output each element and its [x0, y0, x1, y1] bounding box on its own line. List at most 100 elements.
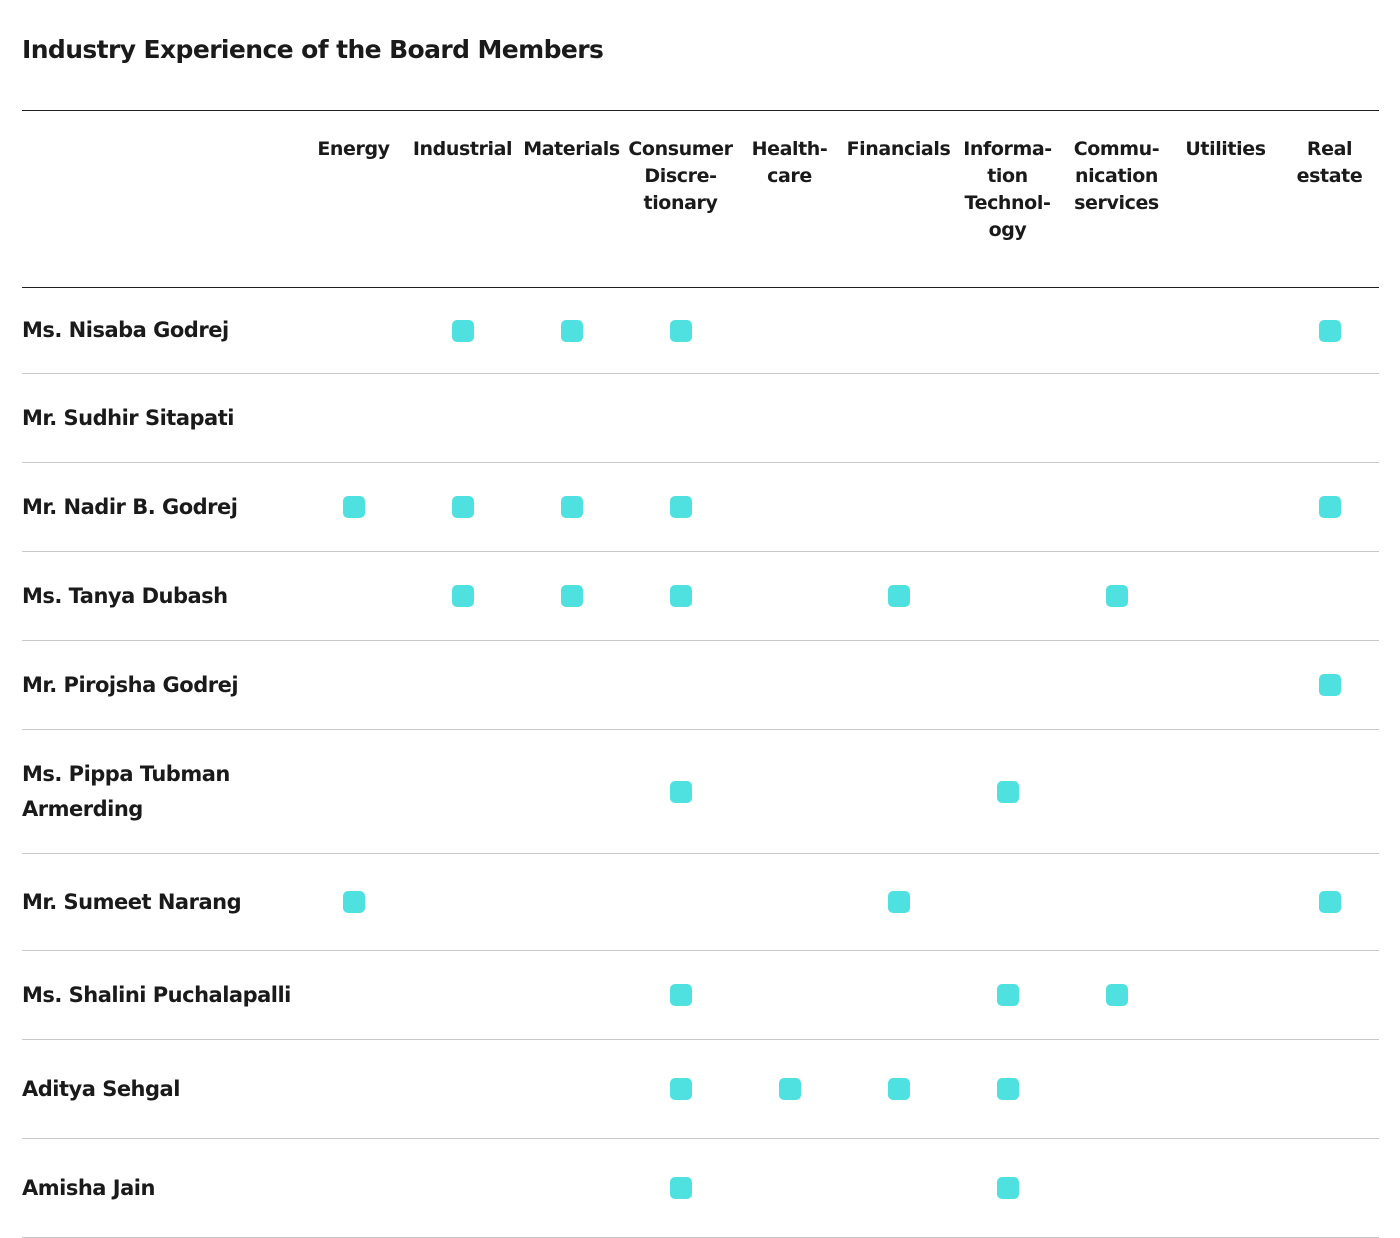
- member-name: Aditya Sehgal: [22, 1076, 180, 1101]
- experience-cell-energy: [299, 374, 408, 463]
- experience-cell-utilities: [1171, 641, 1280, 730]
- experience-marker-icon: [342, 496, 365, 518]
- experience-marker-icon: [1318, 891, 1341, 913]
- experience-cell-financials: [844, 288, 953, 374]
- experience-cell-real-estate: [1280, 288, 1379, 374]
- experience-cell-consumer-discre-tionary: [626, 288, 735, 374]
- column-header-industrial: Industrial: [408, 111, 517, 288]
- experience-cell-real-estate: [1280, 1040, 1379, 1139]
- matrix-body: Ms. Nisaba Godrej Mr. Sudhir Sitapati Mr. …: [22, 288, 1379, 1238]
- experience-marker-icon: [669, 319, 692, 342]
- column-header-real-estate: Real estate: [1280, 111, 1379, 288]
- column-header-label: care: [767, 165, 812, 187]
- column-header-label: Industrial: [412, 138, 513, 160]
- experience-cell-real-estate: [1280, 1139, 1379, 1238]
- experience-cell-commu-nication-services: [1062, 1139, 1171, 1238]
- experience-cell-financials: [844, 730, 953, 854]
- experience-cell-industrial: [408, 1139, 517, 1238]
- column-header-commu-nication-services: Commu-nication services: [1062, 111, 1171, 288]
- experience-cell-financials: [844, 641, 953, 730]
- experience-cell-informa-tion-technol-ogy: [953, 854, 1062, 951]
- column-header-label: tionary: [643, 192, 718, 214]
- experience-cell-health-care: [735, 1139, 844, 1238]
- experience-cell-commu-nication-services: [1062, 951, 1171, 1040]
- column-header-label: Utilities: [1185, 138, 1266, 160]
- experience-cell-consumer-discre-tionary: [626, 730, 735, 854]
- experience-cell-commu-nication-services: [1062, 552, 1171, 641]
- member-name: Ms. Nisaba Godrej: [22, 318, 229, 342]
- experience-cell-utilities: [1171, 854, 1280, 951]
- member-name: Mr. Sumeet Narang: [22, 889, 242, 914]
- experience-marker-icon: [1105, 984, 1128, 1006]
- column-header-consumer-discre-tionary: Consumer Discre-tionary: [626, 111, 735, 288]
- experience-cell-health-care: [735, 374, 844, 463]
- experience-marker-icon: [1318, 674, 1341, 696]
- column-header-label: estate: [1296, 165, 1363, 187]
- experience-cell-industrial: [408, 641, 517, 730]
- column-header-label: Technol-: [964, 192, 1051, 214]
- experience-cell-financials: [844, 552, 953, 641]
- experience-cell-energy: [299, 552, 408, 641]
- experience-cell-health-care: [735, 730, 844, 854]
- experience-cell-industrial: [408, 951, 517, 1040]
- experience-marker-icon: [342, 891, 365, 913]
- experience-cell-industrial: [408, 374, 517, 463]
- experience-cell-industrial: [408, 1040, 517, 1139]
- experience-cell-health-care: [735, 951, 844, 1040]
- experience-cell-consumer-discre-tionary: [626, 1040, 735, 1139]
- experience-cell-informa-tion-technol-ogy: [953, 951, 1062, 1040]
- member-name: Ms. Pippa Tubman Armerding: [22, 761, 230, 821]
- table-row: Aditya Sehgal: [22, 1040, 1379, 1139]
- experience-cell-consumer-discre-tionary: [626, 374, 735, 463]
- experience-cell-materials: [517, 1139, 626, 1238]
- column-header-label: Energy: [317, 138, 390, 160]
- experience-marker-icon: [887, 1078, 910, 1100]
- table-row: Amisha Jain: [22, 1139, 1379, 1238]
- table-row: Mr. Pirojsha Godrej: [22, 641, 1379, 730]
- experience-cell-utilities: [1171, 1040, 1280, 1139]
- experience-marker-icon: [887, 891, 910, 913]
- experience-cell-materials: [517, 951, 626, 1040]
- experience-cell-financials: [844, 1040, 953, 1139]
- experience-cell-utilities: [1171, 730, 1280, 854]
- experience-cell-real-estate: [1280, 463, 1379, 552]
- experience-cell-informa-tion-technol-ogy: [953, 1040, 1062, 1139]
- experience-cell-commu-nication-services: [1062, 374, 1171, 463]
- table-row: Mr. Sumeet Narang: [22, 854, 1379, 951]
- experience-cell-energy: [299, 854, 408, 951]
- column-header-label: Financials: [846, 138, 951, 160]
- experience-cell-energy: [299, 288, 408, 374]
- experience-cell-health-care: [735, 1040, 844, 1139]
- table-row: Ms. Nisaba Godrej: [22, 288, 1379, 374]
- column-header-label: services: [1074, 192, 1159, 214]
- column-header-label: nication: [1074, 165, 1159, 187]
- experience-cell-materials: [517, 374, 626, 463]
- experience-cell-industrial: [408, 463, 517, 552]
- experience-cell-materials: [517, 552, 626, 641]
- table-row: Mr. Nadir B. Godrej: [22, 463, 1379, 552]
- experience-marker-icon: [1105, 585, 1128, 607]
- experience-cell-health-care: [735, 288, 844, 374]
- experience-marker-icon: [560, 319, 583, 342]
- column-header-label: ogy: [988, 219, 1027, 241]
- experience-marker-icon: [996, 1078, 1019, 1100]
- experience-cell-commu-nication-services: [1062, 641, 1171, 730]
- experience-marker-icon: [778, 1078, 801, 1100]
- experience-cell-industrial: [408, 552, 517, 641]
- experience-cell-informa-tion-technol-ogy: [953, 552, 1062, 641]
- experience-cell-financials: [844, 1139, 953, 1238]
- experience-cell-financials: [844, 854, 953, 951]
- experience-cell-consumer-discre-tionary: [626, 1139, 735, 1238]
- experience-cell-materials: [517, 1040, 626, 1139]
- experience-cell-consumer-discre-tionary: [626, 854, 735, 951]
- experience-cell-utilities: [1171, 288, 1280, 374]
- experience-cell-materials: [517, 288, 626, 374]
- member-name: Mr. Nadir B. Godrej: [22, 494, 238, 519]
- experience-cell-real-estate: [1280, 552, 1379, 641]
- experience-marker-icon: [887, 585, 910, 607]
- experience-marker-icon: [1318, 319, 1341, 342]
- experience-marker-icon: [669, 1177, 692, 1199]
- experience-marker-icon: [996, 1177, 1019, 1199]
- column-header-health-care: Health-care: [735, 111, 844, 288]
